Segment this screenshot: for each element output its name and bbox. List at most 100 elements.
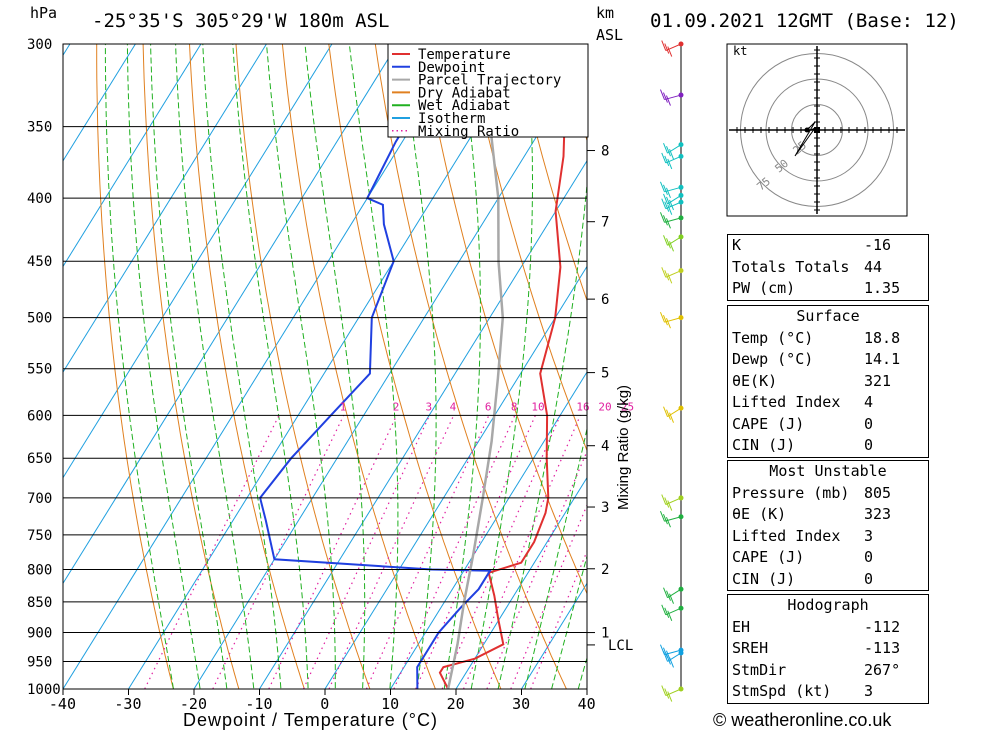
mixing-ratio-label: 10: [531, 400, 544, 413]
wind-barb-feather: [666, 409, 671, 420]
mixing-ratio-label: 1: [340, 400, 347, 413]
wind-barb-feather: [666, 196, 671, 208]
most-unstable-title: Most Unstable: [769, 462, 887, 480]
asl-unit-label: ASL: [596, 26, 624, 44]
wind-barb-shaft: [665, 688, 682, 697]
surface-row: CAPE (J) 0: [732, 414, 874, 433]
km-tick-label: 7: [601, 215, 609, 231]
wind-barb-feather: [661, 152, 667, 164]
y-tick-label: 700: [27, 491, 52, 507]
mixing-ratio-label: 16: [576, 400, 589, 413]
wind-barb-feather: [669, 412, 674, 423]
credit-link[interactable]: © weatheronline.co.uk: [713, 710, 892, 730]
dry-adiabat-line: [96, 44, 174, 689]
wind-barb-feather: [665, 517, 671, 528]
mixing-ratio-line: [510, 503, 587, 689]
mixing-ratio-label: 3: [426, 400, 433, 413]
km-tick-label: 3: [601, 500, 609, 516]
right-axis-label: Mixing Ratio (g/kg): [615, 385, 632, 510]
legend-label: Temperature: [418, 47, 511, 63]
x-tick-label: 40: [578, 695, 596, 713]
y-tick-label: 400: [27, 191, 52, 207]
wind-barb: [663, 586, 684, 604]
hodograph-title: Hodograph: [787, 596, 869, 614]
isotherm-line: [324, 265, 587, 689]
wind-barb-feather: [662, 92, 668, 103]
wet-adiabat-line: [104, 44, 175, 689]
x-tick-label: -30: [114, 695, 141, 713]
wet-adiabat-line: [150, 44, 228, 689]
hodograph-row: SREH -113: [732, 639, 901, 657]
wind-barb-feather: [662, 314, 668, 326]
wind-barb: [661, 40, 684, 57]
x-axis-label: Dewpoint / Temperature (°C): [183, 710, 438, 730]
x-tick-label: 0: [320, 695, 329, 713]
indices-table: K -16 Totals Totals 44 PW (cm) 1.35: [727, 234, 929, 301]
dry-adiabat-line: [235, 44, 371, 689]
wind-barb: [663, 234, 684, 252]
wind-barb: [663, 650, 684, 668]
wind-barb-feather: [659, 212, 665, 223]
wind-barb: [661, 198, 684, 215]
wind-barb: [661, 494, 684, 511]
mixing-ratio-label: 4: [450, 400, 457, 413]
parcel-trajectory-line: [446, 61, 505, 689]
wind-barb-shaft: [667, 195, 682, 205]
km-tick-label: 1: [601, 626, 609, 642]
temperature-line: [438, 44, 566, 689]
wind-barb-feather: [661, 604, 667, 615]
wind-barb-shaft: [664, 317, 682, 323]
wet-adiabat-line: [304, 44, 366, 689]
km-unit-label: km: [596, 4, 615, 22]
wind-barb-feather: [664, 688, 670, 699]
wind-barb-feather: [659, 311, 665, 323]
mixing-ratio-line: [486, 449, 587, 689]
dry-adiabat-line: [936, 0, 1000, 715]
x-tick-label: -10: [245, 695, 272, 713]
wind-barb-feather: [667, 500, 673, 511]
index-row-pw: PW (cm) 1.35: [732, 279, 901, 297]
most-unstable-row: Pressure (mb) 805: [732, 483, 892, 502]
hodograph-row: StmSpd (kt) 3: [732, 682, 874, 700]
y-tick-label: 550: [27, 362, 52, 378]
wind-barb-shaft: [664, 94, 682, 101]
wind-barb-feather: [664, 43, 670, 54]
mixing-ratio-label: 25: [621, 400, 634, 413]
wind-barb-feather: [667, 273, 673, 284]
wind-barb-feather: [661, 267, 667, 278]
surface-row: CIN (J) 0: [732, 436, 874, 454]
wind-barb-shaft: [667, 588, 682, 599]
mixing-ratio-line: [328, 415, 455, 689]
wind-barb-feather: [667, 610, 673, 621]
wind-barb-feather: [663, 142, 668, 154]
mixing-ratio-line: [462, 415, 581, 689]
wind-barb-shaft: [667, 236, 682, 246]
wet-adiabat-line: [232, 44, 309, 689]
mixing-ratio-line: [441, 415, 561, 689]
dry-adiabat-line: [188, 44, 305, 689]
dry-adiabat-line: [142, 44, 240, 689]
surface-row: Dewp (°C) 14.1: [732, 350, 901, 368]
wet-adiabat-line: [400, 44, 437, 689]
dewpoint-line: [259, 44, 492, 689]
isotherm-line: [63, 44, 71, 57]
isotherm-line: [63, 44, 137, 162]
most-unstable-row: CAPE (J) 0: [732, 548, 874, 566]
mixing-ratio-line: [302, 415, 431, 689]
wind-barb-feather: [669, 199, 674, 211]
wind-barb-shaft: [664, 217, 682, 223]
mixing-ratio-line: [415, 415, 536, 689]
isotherm-line: [389, 371, 587, 689]
wind-barb: [659, 89, 684, 106]
wind-barb: [661, 267, 684, 284]
y-tick-label: 650: [27, 451, 52, 467]
datetime-title: 01.09.2021 12GMT (Base: 12): [650, 10, 959, 32]
hodograph-table: Hodograph EH -112 SREH -113 StmDir 267° Stm…: [727, 594, 929, 704]
legend-label: Isotherm: [418, 111, 485, 127]
wind-barb-feather: [667, 691, 673, 702]
km-tick-label: 2: [601, 562, 609, 578]
wind-barb-feather: [659, 511, 665, 522]
wind-barb-feather: [662, 215, 668, 226]
hodograph-unit-label: kt: [733, 44, 748, 58]
